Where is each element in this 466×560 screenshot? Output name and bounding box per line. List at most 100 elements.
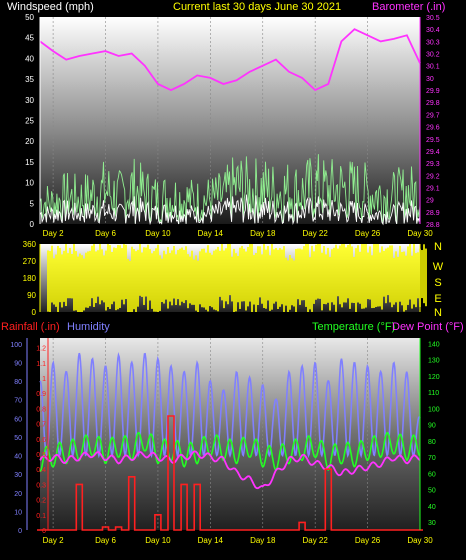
temperature-line [39,431,421,473]
chart3-rain-tick: 1 [42,376,46,383]
chart1-ytick-right: 29.5 [426,137,440,144]
chart2-ytick-right: W [433,261,444,273]
chart1-ytick-right: 29.2 [426,173,440,180]
chart3-temp-tick: 70 [428,455,436,462]
chart1-ytick-right: 29.8 [426,100,440,107]
chart1-ytick-left: 5 [30,199,35,208]
chart1-ytick-left: 15 [25,158,34,167]
chart3-temp-tick: 90 [428,423,436,430]
chart2-ytick-left: 0 [32,308,37,317]
chart3-humidity-tick: 20 [14,491,22,498]
chart1-xtick-label: Day 18 [250,229,276,238]
windspeed-avg-line [39,194,421,226]
chart3-temp-tick: 110 [428,390,439,397]
chart3-grid [52,338,421,530]
chart1-xtick-label: Day 30 [407,229,433,238]
chart3-rain-tick: 0.4 [36,467,46,474]
chart3-rain-tick: 0.1 [36,513,46,520]
chart3-rain-tick: 0.6 [36,437,46,444]
tick-labels: 0510152025303540455028.828.92929.129.229… [10,13,443,545]
chart1-ytick-right: 28.9 [426,210,440,217]
chart1-ytick-left: 45 [25,34,34,43]
chart3-xtick-label: Day 10 [145,536,171,545]
chart3-temp-tick: 80 [428,439,436,446]
chart3-rain-tick: 0.3 [36,482,46,489]
chart1-ytick-right: 29.3 [426,161,440,168]
humidity-line [39,352,421,459]
chart3-rain-tick: 0.9 [36,391,46,398]
chart3-temp-tick: 130 [428,358,440,365]
chart3-xtick-label: Day 26 [355,536,381,545]
chart1-ytick-left: 50 [25,13,34,22]
chart1-ytick-right: 30.4 [426,27,440,34]
chart1-xtick-label: Day 14 [198,229,224,238]
chart3-humidity-tick: 10 [14,509,22,516]
chart3-humidity-tick: 0 [18,528,22,535]
chart3-rain-tick: 1.1 [36,361,46,368]
chart3-humidity-tick: 70 [14,398,22,405]
chart2-ytick-right: N [434,241,442,253]
chart3-rain-tick: 0 [42,528,46,535]
temperature-label: Temperature (°F) [312,321,395,333]
windspeed-gust-line [39,154,421,225]
chart3-rain-tick: 0.8 [36,406,46,413]
chart1-ytick-right: 29.4 [426,149,440,156]
dewpoint-label: Dew Point (°F) [392,321,464,333]
chart3-temp-tick: 100 [428,406,440,413]
chart1-xtick-label: Day 22 [302,229,328,238]
chart1-ytick-left: 10 [25,179,34,188]
chart3-xtick-label: Day 30 [407,536,433,545]
dewpoint-line [39,450,421,490]
chart1-ytick-right: 29 [426,198,434,205]
chart1-ytick-left: 30 [25,96,34,105]
chart3-temp-tick: 60 [428,471,436,478]
chart3-rain-tick: 0.7 [36,422,46,429]
chart1-ytick-left: 20 [25,137,34,146]
chart2-ytick-right: E [434,293,441,305]
chart1-xtick-label: Day 6 [95,229,116,238]
chart1-ytick-left: 40 [25,54,34,63]
chart3-humidity-tick: 80 [14,379,22,386]
chart1-ytick-left: 0 [30,220,35,229]
humidity-label: Humidity [67,321,110,333]
chart3-humidity-tick: 60 [14,416,22,423]
chart3-rain-tick: 0.2 [36,498,46,505]
chart3-temp-tick: 120 [428,374,440,381]
barometer-line [39,28,421,92]
chart-marks [26,17,427,531]
chart3-temp-tick: 30 [428,520,436,527]
chart1-ytick-right: 29.1 [426,185,440,192]
chart3-humidity-tick: 50 [14,435,22,442]
chart3-rain-tick: 0.5 [36,452,46,459]
chart3-humidity-tick: 30 [14,472,22,479]
chart2-ytick-left: 180 [23,274,37,283]
chart1-ytick-right: 28.8 [426,222,440,229]
chart1-ytick-right: 29.7 [426,112,440,119]
chart1-ytick-right: 30.1 [426,64,440,71]
chart1-xtick-label: Day 2 [43,229,64,238]
current-label: Current last 30 days June 30 2021 [173,1,341,13]
chart2-ytick-right: S [434,277,441,289]
chart2-ytick-left: 90 [27,291,36,300]
chart2-ytick-left: 270 [23,257,37,266]
chart3-rain-tick: 1.2 [36,346,46,353]
chart1-xtick-label: Day 10 [145,229,171,238]
chart1-ytick-left: 35 [25,75,34,84]
chart1-ytick-right: 29.9 [426,88,440,95]
rainfall-line [37,415,423,531]
chart3-xtick-label: Day 18 [250,536,276,545]
chart3-humidity-tick: 40 [14,454,22,461]
chart3-temp-tick: 140 [428,341,440,348]
chart1-xtick-label: Day 26 [355,229,381,238]
barometer-label: Barometer (.in) [372,1,445,13]
chart2-ytick-left: 360 [23,240,37,249]
chart1-ytick-left: 25 [25,117,34,126]
chart3-xtick-label: Day 2 [43,536,64,545]
chart3-temp-tick: 50 [428,488,436,495]
chart3-humidity-tick: 90 [14,360,22,367]
chart1-ytick-right: 30.3 [426,39,440,46]
chart3-xtick-label: Day 6 [95,536,116,545]
chart3-xtick-label: Day 14 [198,536,224,545]
